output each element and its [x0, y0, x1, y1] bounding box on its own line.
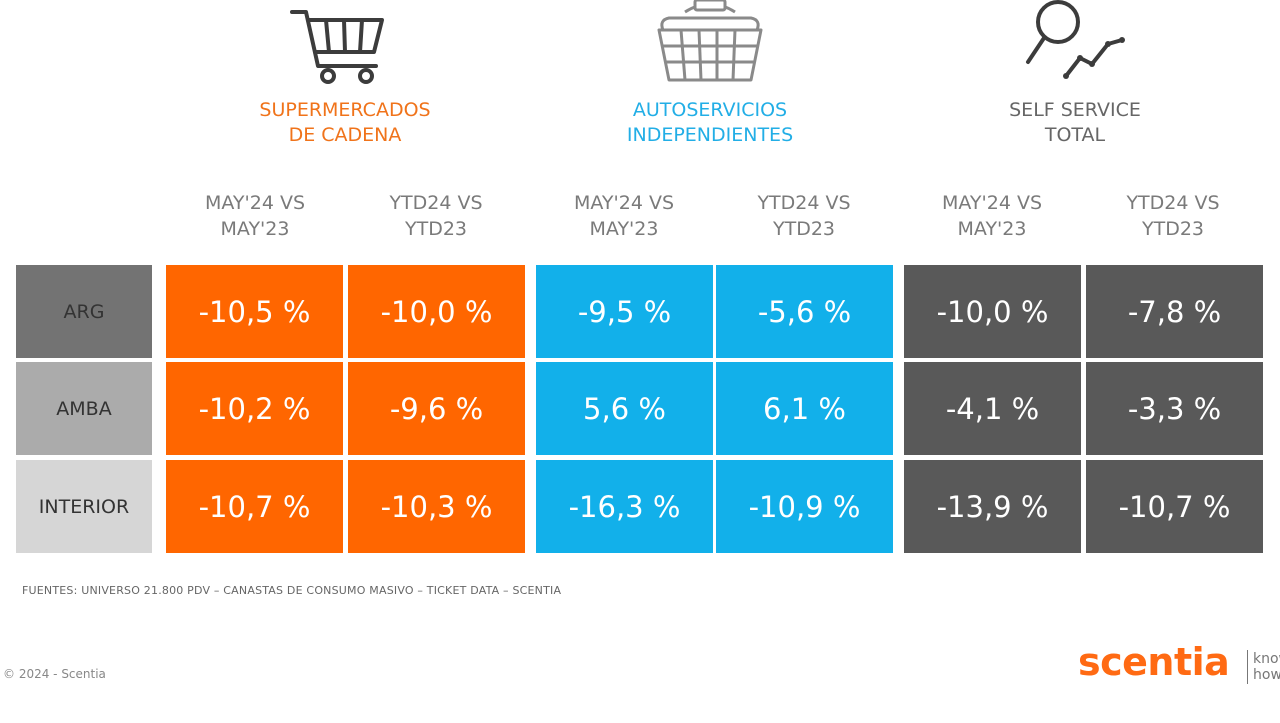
table-cell: -7,8 % [1086, 265, 1263, 358]
table-cell: -10,7 % [166, 460, 343, 553]
column-header: YTD24 VS YTD23 [757, 192, 851, 240]
column-header: MAY'24 VS MAY'23 [941, 192, 1043, 240]
logo-tagline: know how [1253, 651, 1280, 683]
table-cell: -9,6 % [348, 362, 525, 455]
group-title-self-service: SELF SERVICE TOTAL [1009, 99, 1141, 146]
table-cell: -13,9 % [904, 460, 1081, 553]
table-cell: -10,7 % [1086, 460, 1263, 553]
row-label-interior: INTERIOR [16, 460, 152, 553]
table-cell: -10,5 % [166, 265, 343, 358]
table-cell: -10,9 % [716, 460, 893, 553]
row-label-arg: ARG [16, 265, 152, 358]
magnifier-trend-icon [1026, 0, 1125, 79]
row-label-amba: AMBA [16, 362, 152, 455]
column-header: YTD24 VS YTD23 [1126, 192, 1220, 240]
group-title-autoservicios: AUTOSERVICIOS INDEPENDIENTES [626, 99, 794, 146]
scentia-logo: scentia [1078, 640, 1230, 684]
table-cell: -10,0 % [348, 265, 525, 358]
group-title-supermercados: SUPERMERCADOS DE CADENA [259, 99, 431, 146]
shopping-cart-icon [290, 10, 384, 84]
table-cell: 6,1 % [716, 362, 893, 455]
table-cell: -5,6 % [716, 265, 893, 358]
table-cell: -10,3 % [348, 460, 525, 553]
table-cell: -10,0 % [904, 265, 1081, 358]
table-cell: -9,5 % [536, 265, 713, 358]
column-header: MAY'24 VS MAY'23 [573, 192, 675, 240]
logo-divider [1247, 650, 1248, 684]
shopping-basket-icon [657, 0, 763, 82]
table-cell: -16,3 % [536, 460, 713, 553]
copyright-text: © 2024 - Scentia [3, 667, 106, 681]
source-note: FUENTES: UNIVERSO 21.800 PDV – CANASTAS … [22, 584, 562, 597]
table-cell: -10,2 % [166, 362, 343, 455]
table-cell: -3,3 % [1086, 362, 1263, 455]
column-header: MAY'24 VS MAY'23 [204, 192, 306, 240]
table-cell: 5,6 % [536, 362, 713, 455]
column-header: YTD24 VS YTD23 [389, 192, 483, 240]
table-cell: -4,1 % [904, 362, 1081, 455]
